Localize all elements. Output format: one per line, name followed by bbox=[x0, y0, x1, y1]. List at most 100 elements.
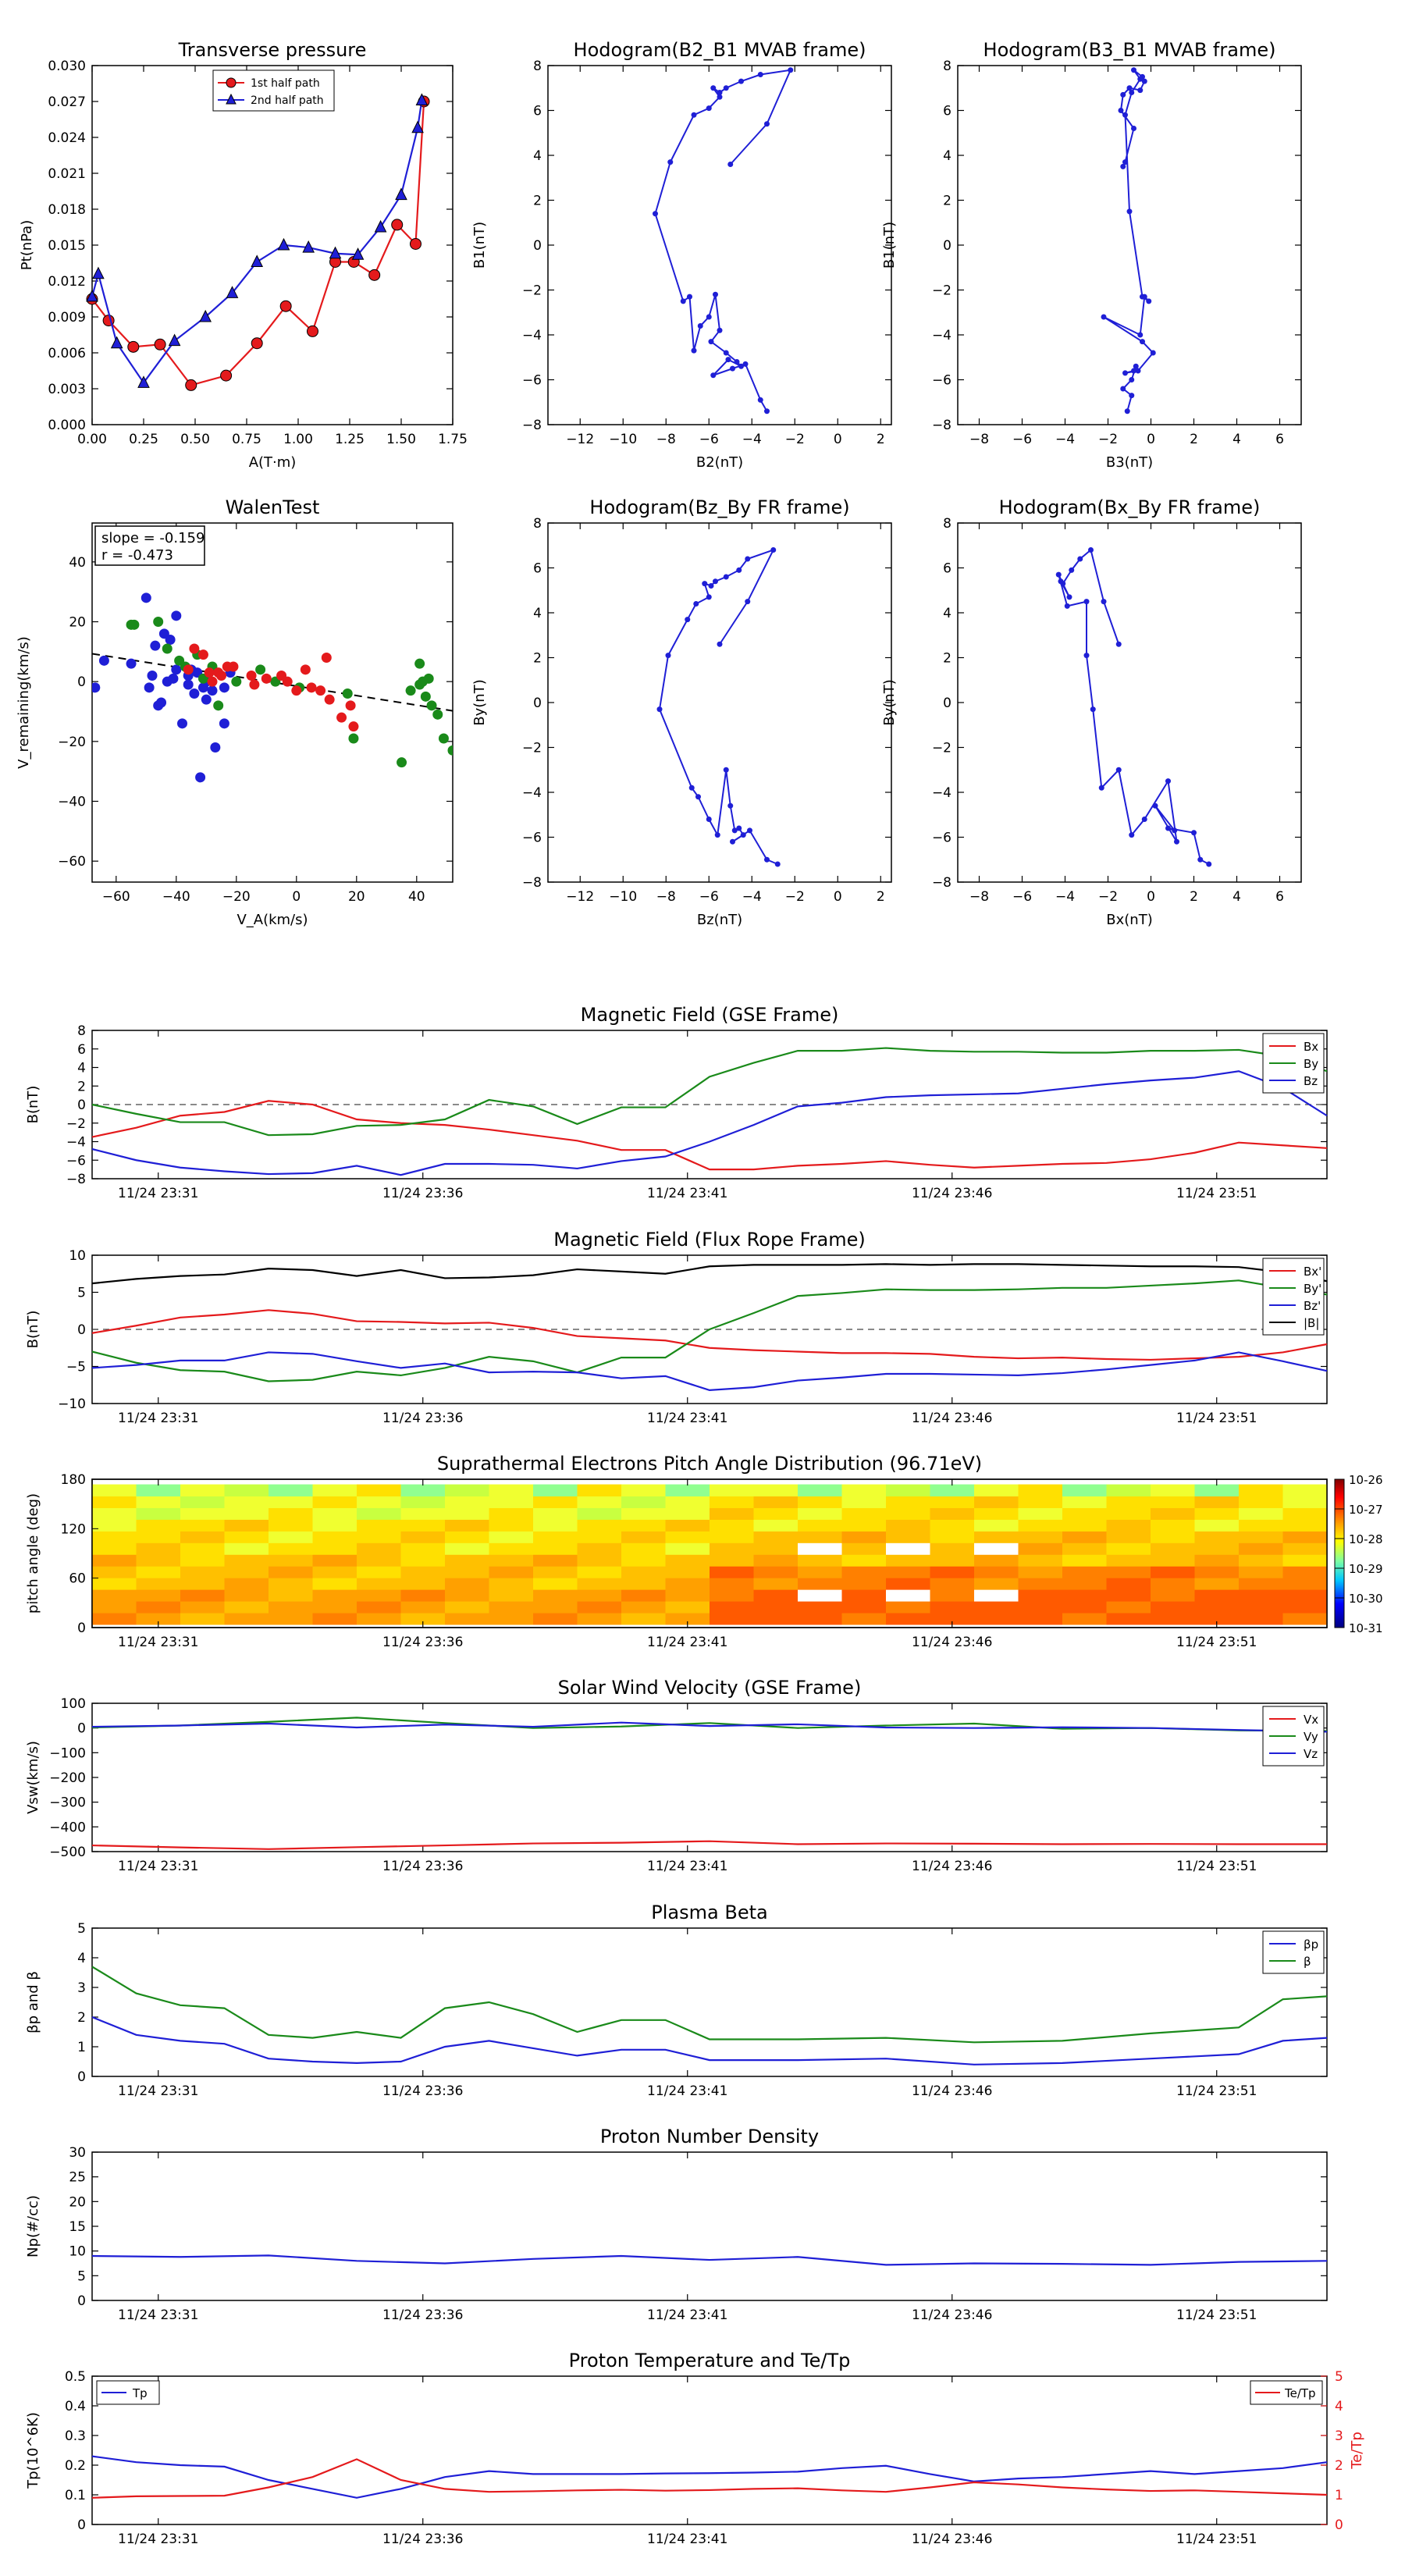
heatmap-cell bbox=[1062, 1484, 1107, 1497]
x-tick-label: 11/24 23:36 bbox=[382, 2083, 463, 2099]
series-line-Vx bbox=[91, 1840, 1327, 1850]
y-tick-label: −2 bbox=[932, 283, 951, 299]
data-point bbox=[195, 772, 206, 783]
data-point bbox=[710, 372, 717, 379]
y-tick-label: 0 bbox=[77, 674, 86, 690]
data-point bbox=[86, 289, 98, 302]
data-point bbox=[774, 861, 781, 867]
heatmap-cell bbox=[710, 1578, 754, 1590]
heatmap-cell bbox=[710, 1519, 754, 1532]
heatmap-cell bbox=[974, 1542, 1019, 1555]
heatmap-cell bbox=[92, 1601, 137, 1614]
y-tick-label: −6 bbox=[522, 373, 542, 389]
data-point bbox=[717, 327, 723, 333]
y-tick-label: 20 bbox=[69, 2194, 86, 2210]
heatmap-cell bbox=[798, 1601, 842, 1614]
x-tick-label: −40 bbox=[162, 889, 190, 905]
data-point bbox=[156, 697, 167, 708]
heatmap-cell bbox=[1194, 1496, 1240, 1508]
heatmap-cell bbox=[180, 1519, 225, 1532]
data-point bbox=[374, 219, 387, 233]
heatmap-cell bbox=[886, 1496, 930, 1508]
heatmap-cell bbox=[1239, 1507, 1283, 1520]
heatmap-cell bbox=[886, 1531, 930, 1543]
data-point bbox=[219, 682, 229, 693]
panel-pad: Suprathermal Electrons Pitch Angle Distr… bbox=[25, 1453, 1383, 1650]
data-point bbox=[1055, 571, 1062, 578]
colorbar-label: 10-30 bbox=[1349, 1592, 1383, 1606]
series-line-Bz bbox=[91, 1070, 1328, 1176]
heatmap-cell bbox=[357, 1554, 401, 1567]
heatmap-cell bbox=[357, 1507, 401, 1520]
y2-tick-label: 5 bbox=[1335, 2369, 1343, 2385]
heatmap-cell bbox=[1106, 1496, 1151, 1508]
x-tick-label: 11/24 23:51 bbox=[1176, 2532, 1257, 2547]
data-point bbox=[277, 237, 290, 251]
data-point bbox=[162, 643, 173, 654]
data-point bbox=[1131, 368, 1136, 374]
heatmap-cell bbox=[1106, 1613, 1151, 1625]
x-tick-label: 11/24 23:46 bbox=[912, 2532, 992, 2547]
heatmap-cell bbox=[1106, 1542, 1151, 1555]
x-tick-label: 4 bbox=[1232, 889, 1241, 905]
data-point bbox=[1137, 76, 1144, 82]
y-tick-label: −4 bbox=[932, 785, 951, 801]
panel-ts4: Plasma Beta 0 1 2 3 4 5 11/24 23:31 11/24 23:36 1… bbox=[25, 1902, 1328, 2099]
x-tick-label: 2 bbox=[1190, 889, 1198, 905]
series-line-βp bbox=[91, 2016, 1328, 2065]
heatmap-cell bbox=[974, 1531, 1019, 1543]
data-point bbox=[665, 653, 671, 659]
x-tick-label: 11/24 23:41 bbox=[647, 2532, 727, 2547]
heatmap-cell bbox=[974, 1566, 1019, 1578]
data-point bbox=[306, 325, 318, 337]
y-tick-label: −4 bbox=[522, 328, 542, 343]
colorbar bbox=[1334, 1478, 1345, 1628]
data-point bbox=[207, 685, 218, 696]
heatmap-cell bbox=[974, 1496, 1019, 1508]
x-tick-label: 0.75 bbox=[232, 432, 261, 447]
data-point bbox=[1150, 350, 1156, 356]
heatmap-cell bbox=[1151, 1507, 1195, 1520]
y-tick-label: 6 bbox=[943, 104, 951, 119]
data-point bbox=[723, 350, 729, 356]
heatmap-cell bbox=[180, 1566, 225, 1578]
heatmap-cell bbox=[1062, 1542, 1107, 1555]
heatmap-cell bbox=[753, 1589, 799, 1602]
series-line-Bx' bbox=[91, 1309, 1328, 1361]
data-point bbox=[1133, 363, 1139, 369]
heatmap-cell bbox=[224, 1554, 269, 1567]
heatmap-cell bbox=[400, 1554, 446, 1567]
heatmap-cell bbox=[841, 1589, 887, 1602]
y-axis-label: B(nT) bbox=[25, 1086, 41, 1124]
x-tick-label: −2 bbox=[785, 432, 805, 447]
heatmap-cell bbox=[621, 1578, 666, 1590]
heatmap-cell bbox=[1151, 1519, 1195, 1532]
y-tick-label: −2 bbox=[522, 741, 542, 756]
heatmap-cell bbox=[886, 1507, 930, 1520]
y-tick-label: 0.006 bbox=[48, 346, 86, 361]
heatmap-cell bbox=[312, 1507, 357, 1520]
data-point bbox=[1066, 594, 1072, 600]
data-point bbox=[736, 567, 742, 573]
y-tick-label: −400 bbox=[49, 1820, 86, 1835]
heatmap-cell bbox=[798, 1531, 842, 1543]
x-tick-label: −20 bbox=[222, 889, 251, 905]
y-axis-label: pitch angle (deg) bbox=[25, 1493, 41, 1614]
heatmap-cell bbox=[621, 1613, 666, 1625]
data-point bbox=[1126, 208, 1133, 215]
data-point bbox=[137, 375, 150, 388]
x-tick-label: 1.25 bbox=[335, 432, 365, 447]
heatmap-cell bbox=[312, 1589, 357, 1602]
data-point bbox=[667, 159, 674, 165]
heatmap-cell bbox=[489, 1578, 534, 1590]
x-tick-label: 11/24 23:51 bbox=[1176, 1635, 1257, 1650]
y-tick-label: 10 bbox=[69, 2244, 86, 2260]
data-point bbox=[177, 718, 187, 729]
data-point bbox=[688, 785, 695, 791]
data-point bbox=[219, 718, 229, 729]
heatmap-cell bbox=[136, 1484, 181, 1497]
y-tick-label: 0.015 bbox=[48, 238, 86, 254]
heatmap-cell bbox=[577, 1566, 622, 1578]
x-tick-label: −4 bbox=[1055, 432, 1075, 447]
heatmap-cell bbox=[930, 1613, 975, 1625]
